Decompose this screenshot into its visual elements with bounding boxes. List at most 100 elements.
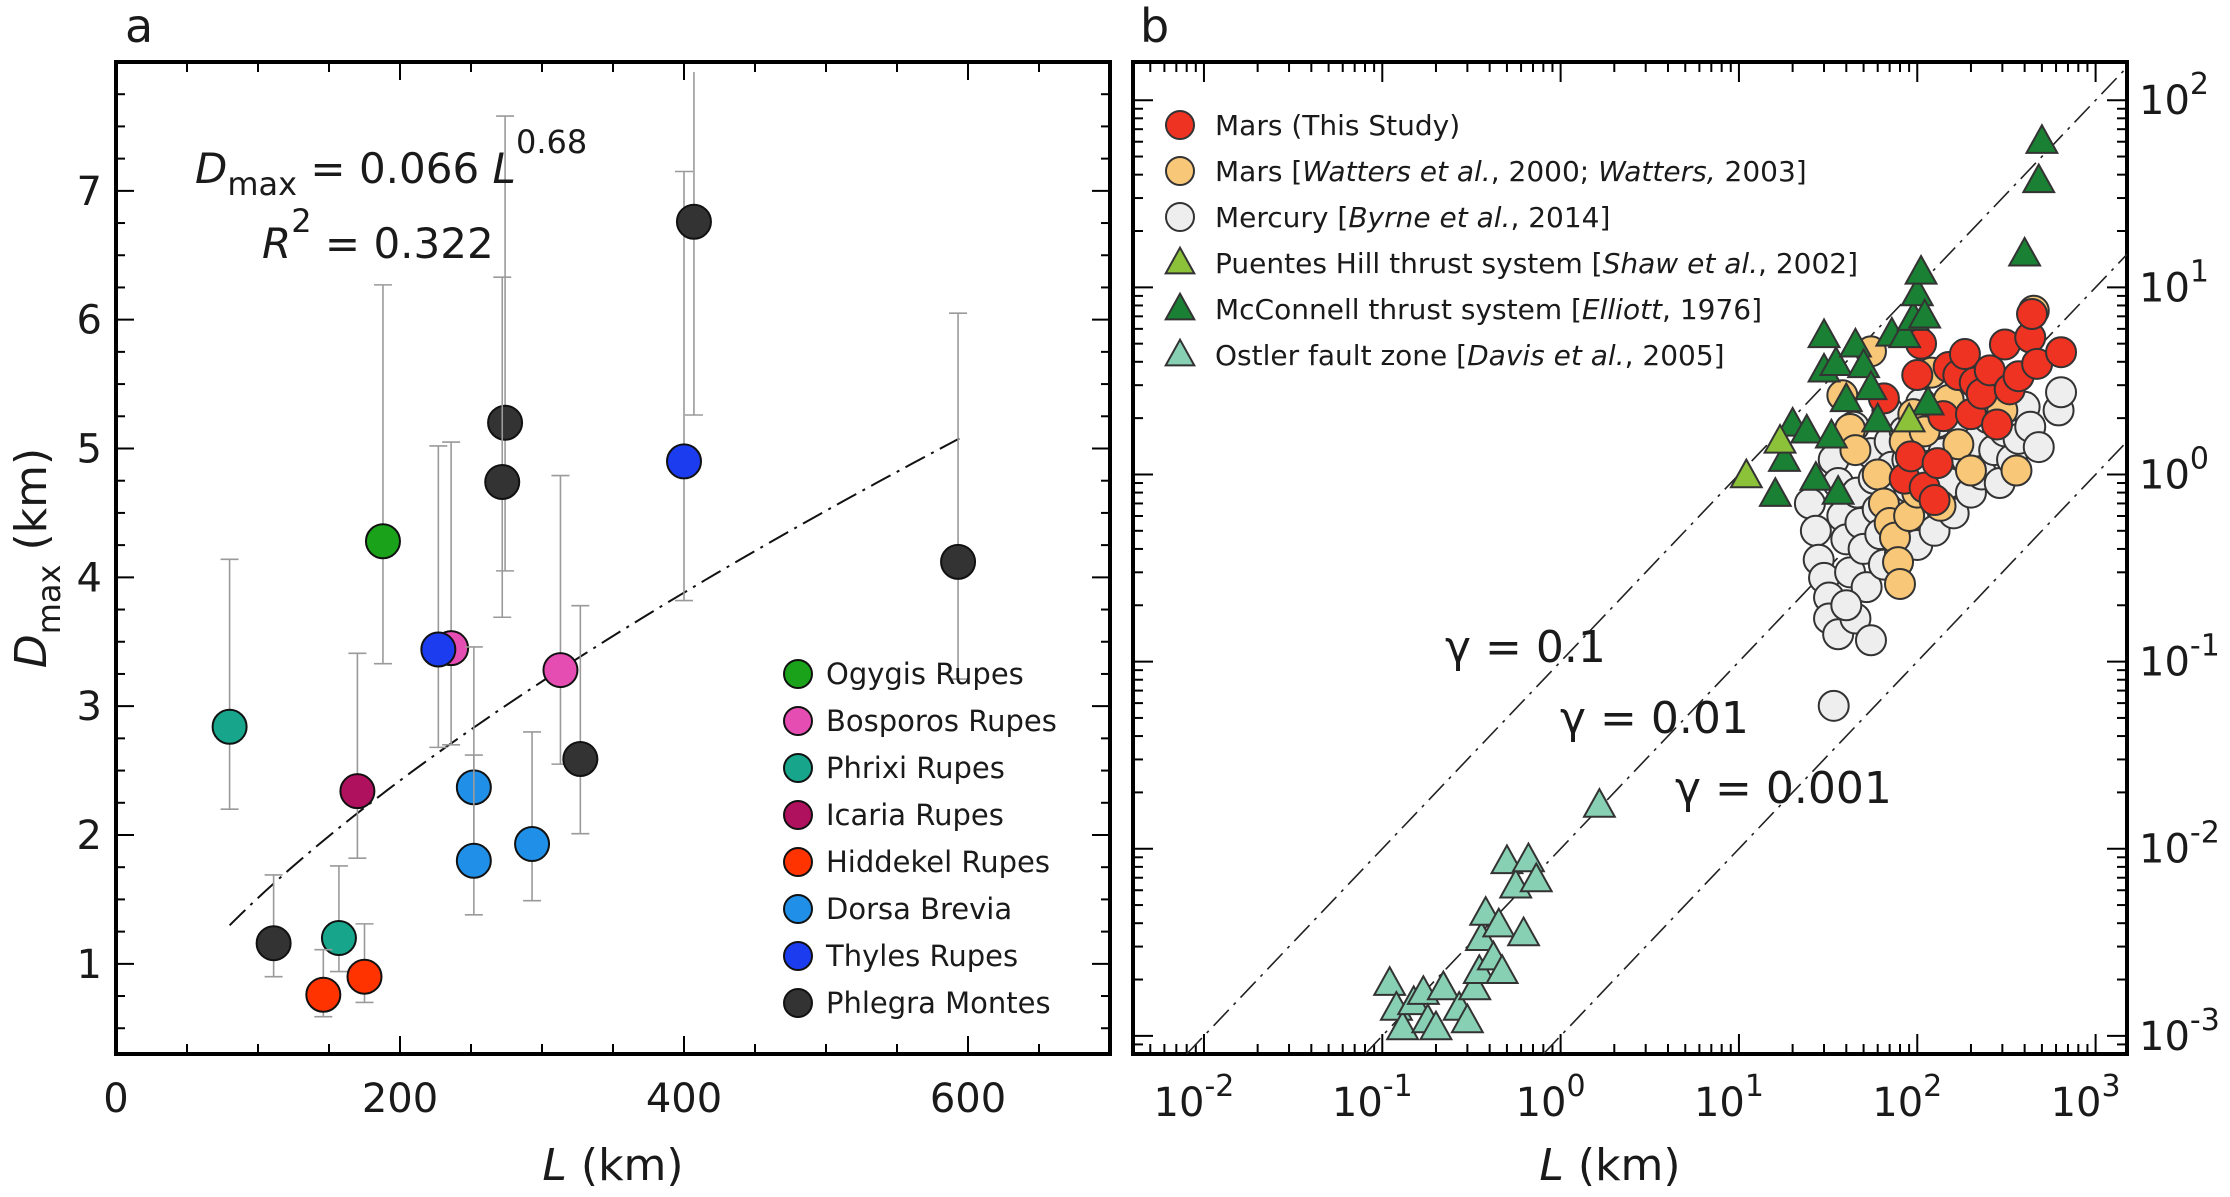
marker (2000, 454, 2033, 487)
marker (1907, 297, 1942, 329)
marker (255, 925, 292, 962)
legend-marker (783, 800, 813, 830)
panel-b-frame (1131, 60, 2129, 1056)
marker (1918, 484, 1951, 517)
legend-marker (1165, 156, 1195, 186)
y-tick-label: 2 (77, 813, 102, 859)
marker (1729, 457, 1764, 489)
marker (320, 920, 357, 957)
y-tick-label: 3 (77, 684, 102, 730)
legend-item-mercury: Mercury [Byrne et al., 2014] (1165, 201, 1610, 234)
marker (1817, 689, 1850, 722)
marker (1854, 624, 1887, 657)
legend-label: Mars (This Study) (1215, 109, 1460, 142)
panel-b-ticks (1132, 62, 2127, 1055)
legend-label: Mars [Watters et al., 2000; Watters, 200… (1215, 155, 1807, 188)
gamma-line (1186, 66, 2128, 1055)
data-point-hiddekel-rupes (346, 923, 383, 1004)
marker (1789, 412, 1824, 444)
marker (1457, 969, 1492, 1001)
eq-var: L (493, 144, 516, 193)
legend-marker (1163, 291, 1197, 321)
series-mcconnell (1758, 123, 2060, 507)
data-point-hiddekel-rupes (305, 948, 342, 1018)
y-tick-label: 10-1 (2139, 629, 2220, 686)
panel-b-tick-labels: 10-2 10-1 100 101 102 103 10-3 10-2 10-1 100 101 10… (1154, 67, 2220, 1126)
marker (1853, 369, 1889, 401)
marker (1806, 317, 1842, 349)
marker (1506, 915, 1541, 947)
marker (2024, 123, 2060, 154)
x-tick-label: 600 (930, 1076, 1006, 1122)
marker (1892, 401, 1927, 433)
power-law-fit (228, 436, 962, 927)
marker (1489, 843, 1525, 875)
marker (1894, 440, 1927, 473)
legend-item-mcconnell: McConnell thrust system [Elliott, 1976] (1163, 291, 1762, 326)
marker (1519, 861, 1554, 893)
marker (1582, 787, 1617, 818)
data-point-thyles-rupes (420, 445, 457, 749)
marker (484, 463, 521, 500)
fit-equation: Dmax = 0.066 L0.68 (195, 123, 587, 203)
panel-b: b 10-2 10-1 100 101 102 103 10-3 10-2 10-1 100 101… (1131, 0, 2220, 1191)
legend-item-bosporos-rupes: Bosporos Rupes (783, 704, 1057, 738)
legend-label: Puentes Hill thrust system [Shaw et al.,… (1215, 247, 1858, 280)
legend-item-ogygis-rupes: Ogygis Rupes (783, 657, 1024, 691)
y-tick-label: 1 (77, 942, 102, 988)
marker (1762, 422, 1798, 454)
y-tick-label: 5 (77, 426, 102, 472)
data-point-phlegra-montes (940, 312, 977, 680)
gamma-label-0.1: γ = 0.1 (1445, 622, 1606, 673)
data-point-thyles-rupes (666, 170, 702, 602)
legend-label: Dorsa Brevia (826, 892, 1012, 926)
panel-b-label: b (1140, 0, 1169, 53)
marker (1372, 965, 1407, 996)
marker (364, 523, 401, 560)
gamma-line (1364, 253, 2128, 1055)
panel-a-x-axis-label: L (km) (542, 1140, 683, 1191)
marker (1798, 460, 1833, 491)
gamma-label-0.001: γ = 0.001 (1675, 763, 1892, 814)
data-point-phlegra-montes (675, 72, 712, 416)
legend-item-icaria-rupes: Icaria Rupes (783, 798, 1004, 832)
marker (1758, 476, 1793, 507)
marker (1860, 401, 1895, 433)
marker (1385, 1009, 1420, 1041)
y-tick-label: 6 (77, 298, 102, 344)
panel-b-x-axis-label: L (km) (1539, 1140, 1680, 1191)
x-tick-label: 200 (362, 1076, 438, 1122)
panel-a-fit-line (228, 436, 962, 927)
legend-item-mars_watters: Mars [Watters et al., 2000; Watters, 200… (1165, 155, 1807, 188)
legend-marker (783, 941, 813, 971)
legend-marker (783, 894, 813, 924)
data-point-dorsa-brevia (455, 754, 492, 916)
marker (1901, 359, 1934, 392)
marker (1921, 447, 1954, 480)
marker (1818, 345, 1854, 377)
legend-marker (1165, 202, 1195, 232)
data-point-bosporos-rupes (433, 441, 470, 746)
marker (1954, 454, 1987, 487)
y-tick-label: 10-2 (2139, 816, 2220, 873)
legend-label: Icaria Rupes (826, 798, 1004, 832)
marker (1883, 567, 1916, 600)
marker (1910, 384, 1946, 416)
legend-marker (783, 659, 813, 689)
r-squared: R2 = 0.322 (262, 202, 494, 268)
x-tick-label: 10-2 (1154, 1069, 1235, 1126)
marker (514, 826, 551, 863)
x-tick-label: 103 (2051, 1069, 2121, 1126)
legend-marker (1163, 245, 1197, 275)
data-point-icaria-rupes (339, 652, 376, 859)
marker (1767, 441, 1802, 472)
marker (2045, 336, 2078, 369)
marker (339, 773, 376, 810)
y-tick-label: 4 (77, 555, 102, 601)
marker (1793, 487, 1826, 520)
marker (211, 708, 248, 745)
x-tick-label: 102 (1872, 1069, 1942, 1126)
y-tick-label: 102 (2139, 67, 2209, 124)
marker (1829, 381, 1864, 413)
legend-marker (783, 753, 813, 783)
